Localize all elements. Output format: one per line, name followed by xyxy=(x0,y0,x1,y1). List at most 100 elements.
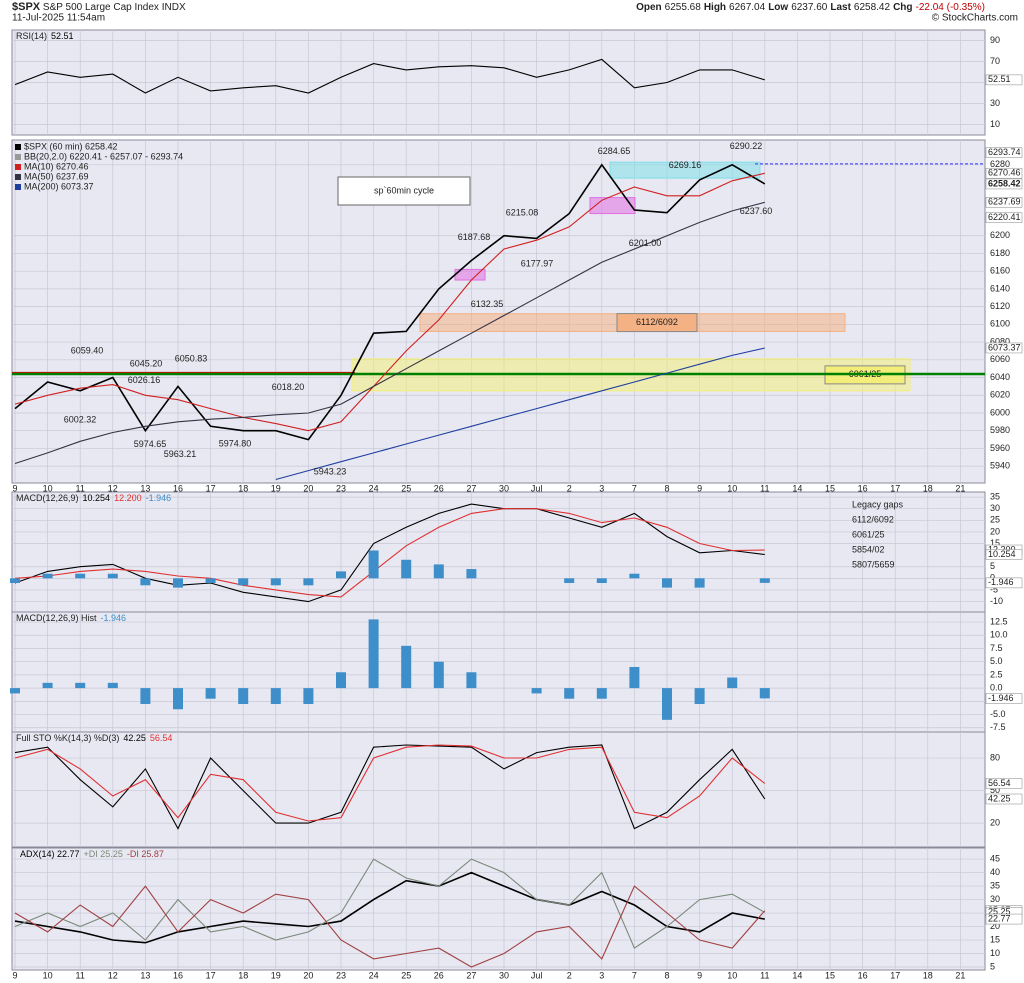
hist-bar xyxy=(629,666,640,689)
x-tick-label: 18 xyxy=(238,483,248,493)
panel-background xyxy=(11,731,986,848)
y-tick-label: 5980 xyxy=(990,425,1010,435)
y-tick-label: 6100 xyxy=(990,319,1010,329)
legend-swatch xyxy=(15,144,21,150)
legend: Full STO %K(14,3) %D(3) 42.25 56.54 xyxy=(16,733,172,743)
x-tick-label: 21 xyxy=(955,483,965,493)
x-tick-label: 25 xyxy=(401,483,411,493)
hist-bar xyxy=(173,578,183,588)
x-tick-label: 27 xyxy=(466,483,476,493)
price-label: -1.946 xyxy=(988,577,1014,587)
y-tick-label: 5960 xyxy=(990,443,1010,453)
y-tick-label: 6160 xyxy=(990,266,1010,276)
hist-bar xyxy=(238,578,249,586)
price-label-box xyxy=(985,74,1023,86)
series-line xyxy=(14,58,765,94)
quote-value: 6258.42 xyxy=(854,2,891,13)
panel-background xyxy=(11,847,986,971)
hist-bar xyxy=(75,682,86,689)
series-line xyxy=(14,503,765,603)
x-tick-label: 23 xyxy=(336,483,346,493)
price-label: 6073.37 xyxy=(988,342,1021,352)
legend-swatch xyxy=(15,174,21,180)
hist-bar xyxy=(596,578,607,583)
x-tick-label: 24 xyxy=(369,483,379,493)
legend-entry: +DI 25.25 xyxy=(84,849,123,859)
legend-title: RSI(14) xyxy=(16,31,47,41)
price-label-box xyxy=(985,549,1023,560)
quote-value: 6255.68 xyxy=(665,2,702,13)
price-label-box xyxy=(985,178,1023,190)
hist-bar xyxy=(205,688,216,699)
y-tick-label: 40 xyxy=(990,867,1000,877)
header-line: $SPX S&P 500 Large Cap Index INDX xyxy=(12,1,186,13)
price-label-box xyxy=(985,147,1023,158)
legend-entry: 12.200 xyxy=(114,493,142,503)
quote-label: Chg xyxy=(893,2,912,13)
series-line xyxy=(14,744,766,822)
x-tick-label: 8 xyxy=(664,483,669,493)
price-annotation: 6018.20 xyxy=(272,382,305,392)
price-label: 6258.42 xyxy=(988,178,1021,188)
x-tick-label: 13 xyxy=(140,970,150,980)
hist-bar xyxy=(303,688,314,704)
y-tick-label: 20 xyxy=(990,526,1000,536)
price-annotation: 6237.60 xyxy=(740,206,773,216)
x-tick-label: 8 xyxy=(664,970,669,980)
panel-background xyxy=(11,491,986,613)
price-label: -1.946 xyxy=(988,693,1014,703)
price-label: 6237.69 xyxy=(988,197,1021,207)
x-tick-label: Jul xyxy=(531,970,543,980)
legend-entry: 42.25 xyxy=(123,733,146,743)
x-tick-label: 24 xyxy=(369,970,379,980)
quote-label: High xyxy=(704,2,726,13)
note-line: 6061/25 xyxy=(852,529,885,539)
credit: © StockCharts.com xyxy=(932,13,1018,24)
x-tick-label: 16 xyxy=(858,483,868,493)
y-tick-label: -10 xyxy=(990,596,1003,606)
x-tick-label: 16 xyxy=(173,483,183,493)
y-tick-label: 6080 xyxy=(990,336,1010,346)
zone-label-box xyxy=(616,313,698,333)
x-tick-label: 9 xyxy=(697,970,702,980)
hist-bar xyxy=(759,578,770,583)
legend-title: MACD(12,26,9) Hist xyxy=(16,613,97,623)
x-tick-label: 10 xyxy=(43,483,53,493)
price-annotation: 6284.65 xyxy=(598,146,631,156)
legend-title: MACD(12,26,9) xyxy=(16,493,79,503)
price-annotation: 6177.97 xyxy=(521,259,554,269)
y-tick-label: 7.5 xyxy=(990,643,1003,653)
y-tick-label: 30 xyxy=(990,98,1000,108)
x-tick-label: 11 xyxy=(760,483,769,493)
exchange: INDX xyxy=(162,2,186,13)
hist-bar xyxy=(270,688,281,704)
hist-bar xyxy=(564,578,575,583)
price-label: 25.25 xyxy=(988,907,1011,917)
index-name: S&P 500 Large Cap Index xyxy=(43,2,159,13)
price-label-box xyxy=(985,693,1023,704)
hist-bar xyxy=(401,645,412,689)
price-annotation: 6132.35 xyxy=(471,299,504,309)
x-tick-label: 17 xyxy=(206,483,216,493)
legend-entry: MA(200) 6073.37 xyxy=(24,181,94,191)
y-tick-label: 6280 xyxy=(990,159,1010,169)
x-tick-label: 15 xyxy=(825,483,835,493)
legend: MACD(12,26,9) Hist -1.946 xyxy=(16,613,126,623)
legend-title: Full STO %K(14,3) %D(3) xyxy=(16,733,119,743)
legend: RSI(14) 52.51 xyxy=(16,31,74,41)
y-tick-label: 5940 xyxy=(990,461,1010,471)
hist-bar xyxy=(466,672,477,689)
price-label-box xyxy=(985,913,1023,925)
zone-label: 6112/6092 xyxy=(636,317,678,327)
y-tick-label: 5.0 xyxy=(990,656,1003,666)
series-line xyxy=(14,201,765,465)
panel-background xyxy=(11,611,986,733)
zone xyxy=(589,197,636,215)
x-tick-label: 2 xyxy=(567,483,572,493)
symbol: $SPX xyxy=(12,1,41,13)
price-label: 56.54 xyxy=(988,778,1011,788)
y-tick-label: 80 xyxy=(990,752,1000,762)
series-line xyxy=(275,347,765,481)
callout-box xyxy=(337,176,471,206)
x-tick-label: 9 xyxy=(12,483,17,493)
